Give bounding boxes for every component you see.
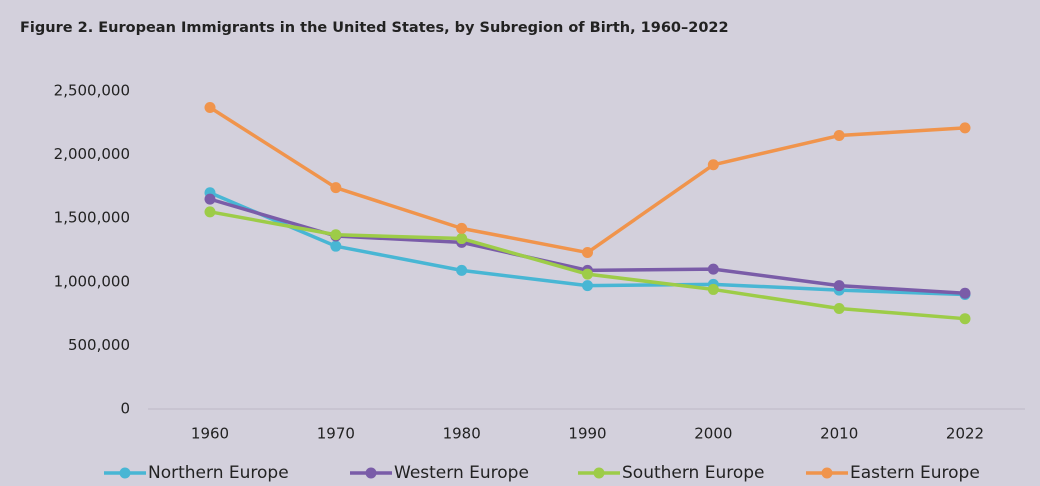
data-point — [833, 303, 845, 315]
legend-marker — [119, 467, 131, 479]
data-point — [456, 222, 468, 234]
x-tick-label: 1990 — [568, 425, 606, 443]
data-point — [582, 268, 593, 280]
data-point — [204, 206, 216, 218]
y-tick-label: 500,000 — [68, 336, 130, 354]
x-tick-label: 1970 — [317, 425, 355, 443]
legend-label: Western Europe — [394, 463, 529, 483]
data-point — [707, 263, 719, 275]
x-tick-label: 2022 — [946, 425, 984, 443]
legend-label: Northern Europe — [148, 463, 289, 483]
legend-marker — [365, 467, 377, 479]
data-point — [330, 240, 342, 252]
data-point — [330, 182, 342, 194]
legend-marker — [593, 467, 605, 479]
data-point — [204, 102, 216, 114]
legend-label: Eastern Europe — [850, 463, 980, 483]
y-tick-label: 2,500,000 — [54, 82, 130, 100]
y-tick-label: 2,000,000 — [54, 145, 130, 163]
y-tick-label: 1,500,000 — [54, 209, 130, 227]
y-tick-label: 0 — [120, 400, 130, 418]
x-tick-label: 1960 — [191, 425, 229, 443]
data-point — [833, 130, 845, 142]
x-tick-label: 2010 — [820, 425, 858, 443]
data-point — [707, 159, 719, 171]
data-point — [204, 193, 216, 205]
data-point — [959, 122, 971, 134]
data-point — [833, 280, 845, 292]
data-point — [582, 280, 593, 292]
y-tick-label: 1,000,000 — [54, 272, 130, 290]
data-point — [959, 287, 971, 299]
x-tick-label: 1980 — [443, 425, 481, 443]
data-point — [456, 264, 468, 276]
legend-label: Southern Europe — [622, 463, 765, 483]
data-point — [707, 283, 719, 295]
data-point — [582, 247, 593, 259]
x-tick-label: 2000 — [694, 425, 732, 443]
chart-title: Figure 2. European Immigrants in the Uni… — [20, 20, 729, 36]
legend-marker — [821, 467, 833, 479]
data-point — [456, 233, 468, 245]
data-point — [330, 229, 342, 241]
data-point — [959, 313, 971, 325]
